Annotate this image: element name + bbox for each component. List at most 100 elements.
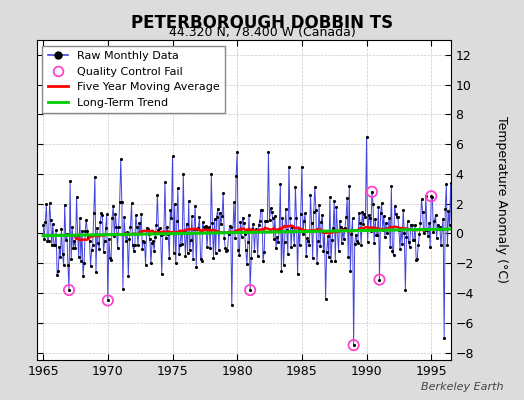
Point: [304, 238, 312, 244]
Point: [281, 206, 290, 212]
Point: [426, 244, 434, 250]
Point: [414, 242, 422, 248]
Point: [287, 244, 296, 250]
Point: [443, 242, 452, 248]
Point: [236, 219, 245, 226]
Point: [412, 257, 420, 263]
Point: [374, 204, 383, 211]
Point: [224, 231, 233, 238]
Point: [292, 215, 301, 222]
Point: [132, 212, 140, 218]
Point: [245, 211, 253, 218]
Point: [340, 236, 348, 242]
Point: [388, 248, 397, 254]
Point: [315, 202, 323, 208]
Point: [95, 246, 103, 252]
Point: [119, 286, 127, 292]
Point: [427, 193, 435, 200]
Point: [358, 209, 366, 215]
Point: [204, 225, 212, 232]
Point: [405, 238, 413, 245]
Point: [392, 214, 401, 220]
Point: [244, 238, 252, 245]
Point: [385, 214, 394, 221]
Point: [341, 225, 349, 232]
Point: [174, 185, 182, 191]
Point: [77, 257, 85, 264]
Point: [350, 342, 358, 348]
Point: [365, 212, 373, 218]
Point: [241, 231, 249, 237]
Point: [195, 214, 204, 220]
Point: [252, 226, 260, 232]
Point: [401, 287, 410, 293]
Point: [280, 238, 289, 245]
Y-axis label: Temperature Anomaly (°C): Temperature Anomaly (°C): [495, 116, 508, 284]
Point: [208, 220, 216, 226]
Point: [166, 207, 174, 213]
Point: [40, 235, 48, 242]
Point: [436, 242, 445, 248]
Point: [205, 224, 213, 230]
Point: [403, 218, 412, 224]
Point: [210, 216, 219, 222]
Point: [144, 225, 152, 232]
Point: [250, 248, 259, 254]
Point: [165, 255, 173, 261]
Point: [125, 236, 134, 242]
Point: [129, 248, 138, 254]
Point: [410, 236, 418, 243]
Point: [112, 224, 121, 230]
Point: [225, 222, 234, 229]
Point: [164, 231, 172, 238]
Point: [92, 268, 100, 275]
Point: [79, 273, 87, 279]
Point: [139, 238, 148, 244]
Point: [431, 212, 440, 218]
Point: [391, 210, 400, 217]
Point: [153, 191, 161, 198]
Point: [433, 222, 442, 228]
Point: [275, 227, 283, 233]
Point: [151, 234, 159, 240]
Point: [235, 252, 244, 258]
Point: [375, 276, 384, 283]
Point: [301, 210, 309, 217]
Point: [296, 242, 304, 248]
Point: [382, 220, 390, 227]
Point: [299, 231, 307, 237]
Point: [226, 224, 235, 230]
Point: [288, 224, 297, 230]
Point: [402, 233, 411, 240]
Point: [48, 242, 56, 248]
Point: [434, 226, 443, 232]
Point: [378, 226, 387, 233]
Point: [122, 238, 130, 244]
Point: [171, 260, 180, 266]
Text: 44.320 N, 78.400 W (Canada): 44.320 N, 78.400 W (Canada): [169, 26, 355, 39]
Point: [65, 287, 73, 293]
Point: [263, 218, 271, 224]
Point: [50, 242, 58, 248]
Point: [160, 229, 168, 236]
Point: [216, 210, 224, 216]
Point: [163, 224, 171, 231]
Point: [337, 240, 346, 246]
Point: [207, 171, 215, 177]
Point: [219, 190, 227, 196]
Point: [334, 248, 343, 254]
Point: [269, 215, 277, 222]
Point: [115, 199, 124, 206]
Point: [71, 244, 80, 251]
Legend: Raw Monthly Data, Quality Control Fail, Five Year Moving Average, Long-Term Tren: Raw Monthly Data, Quality Control Fail, …: [42, 46, 225, 113]
Point: [213, 213, 221, 220]
Point: [67, 256, 75, 262]
Point: [271, 213, 279, 219]
Point: [101, 238, 109, 244]
Point: [303, 235, 311, 242]
Point: [121, 229, 129, 236]
Point: [285, 163, 293, 170]
Point: [185, 246, 194, 253]
Point: [415, 231, 423, 237]
Point: [239, 220, 248, 226]
